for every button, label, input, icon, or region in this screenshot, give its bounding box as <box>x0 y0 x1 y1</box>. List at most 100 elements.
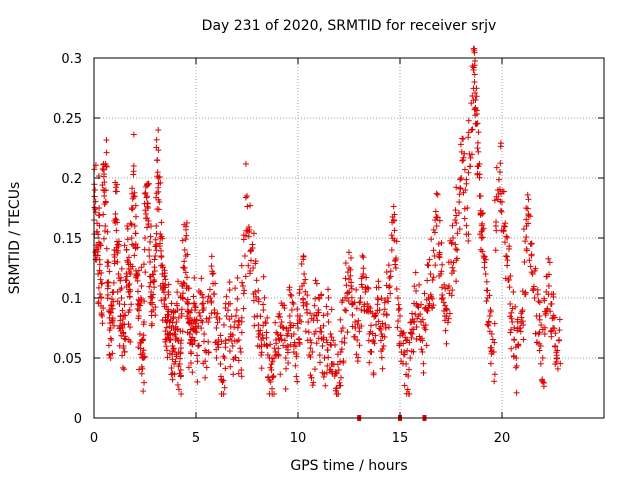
data-point <box>427 291 434 298</box>
data-point <box>105 259 112 266</box>
data-point <box>111 254 118 261</box>
data-point <box>419 349 426 355</box>
data-point <box>95 212 102 219</box>
data-point <box>185 309 192 316</box>
data-point <box>449 264 456 271</box>
data-point <box>518 310 525 317</box>
data-point <box>453 212 460 219</box>
data-point <box>97 242 104 249</box>
data-point <box>453 257 460 264</box>
data-point <box>130 163 137 169</box>
data-point <box>473 110 480 117</box>
data-point <box>194 378 201 385</box>
data-point <box>505 276 512 283</box>
data-point <box>481 264 488 271</box>
data-point <box>181 264 188 271</box>
data-point <box>220 377 227 384</box>
data-point <box>282 355 289 361</box>
data-point <box>523 216 530 223</box>
data-point <box>410 348 417 355</box>
data-point <box>515 341 522 348</box>
grid <box>94 58 604 418</box>
data-point <box>249 245 256 252</box>
data-point <box>501 223 508 230</box>
data-point <box>144 224 151 231</box>
data-point <box>251 313 258 320</box>
data-point <box>491 197 498 204</box>
data-point <box>305 329 312 336</box>
data-point <box>123 246 130 253</box>
data-point <box>337 382 344 389</box>
data-point <box>190 293 197 300</box>
data-point <box>536 299 543 306</box>
data-point <box>194 352 201 359</box>
data-point <box>208 298 215 305</box>
data-point <box>281 337 288 344</box>
data-point <box>381 306 388 313</box>
data-point <box>155 127 162 134</box>
data-point <box>418 301 425 308</box>
data-point <box>333 370 340 377</box>
data-point <box>491 320 498 327</box>
data-point <box>394 324 401 331</box>
data-point <box>513 364 520 371</box>
data-point <box>138 264 145 271</box>
data-point <box>425 295 432 301</box>
data-point <box>323 303 330 310</box>
data-point <box>257 313 264 320</box>
data-point <box>216 315 223 322</box>
data-point <box>526 257 533 264</box>
data-point <box>545 271 552 278</box>
data-point <box>356 342 363 349</box>
data-point <box>163 343 170 350</box>
data-point <box>547 328 554 335</box>
data-point <box>98 269 105 276</box>
data-point <box>240 305 247 312</box>
data-point <box>181 258 188 265</box>
data-point <box>172 358 179 365</box>
data-point <box>342 260 349 267</box>
data-point <box>206 286 213 293</box>
data-point <box>237 349 244 355</box>
data-point <box>177 367 184 373</box>
data-point <box>250 297 257 304</box>
data-point <box>146 253 153 260</box>
data-point <box>385 324 392 331</box>
data-point <box>461 215 468 222</box>
data-point <box>270 374 277 381</box>
data-point <box>185 285 192 292</box>
data-point <box>284 346 291 353</box>
data-point <box>436 217 443 224</box>
data-point <box>461 150 468 157</box>
data-point <box>557 360 564 367</box>
data-point <box>260 301 267 308</box>
data-point <box>175 386 182 393</box>
data-point <box>539 378 546 385</box>
data-point <box>438 239 445 246</box>
data-point <box>185 364 192 371</box>
data-point <box>477 193 484 200</box>
x-tick-labels: 0 5 10 15 20 <box>90 431 510 446</box>
data-point <box>309 349 316 355</box>
data-point <box>218 338 225 345</box>
data-point <box>290 322 297 329</box>
data-point <box>245 262 252 269</box>
data-point <box>407 329 414 336</box>
data-point <box>488 331 495 337</box>
data-point <box>474 120 481 127</box>
data-point <box>442 327 449 334</box>
data-point <box>263 342 270 349</box>
data-point <box>417 311 424 318</box>
data-point <box>439 295 446 301</box>
data-point <box>471 45 478 52</box>
data-point <box>465 134 472 141</box>
data-point <box>287 341 294 348</box>
data-point <box>184 251 191 258</box>
data-point <box>455 209 462 216</box>
data-point <box>402 337 409 344</box>
data-point <box>360 265 367 272</box>
data-point <box>373 321 380 328</box>
data-point <box>514 318 521 325</box>
data-point <box>487 307 494 314</box>
data-point <box>140 347 147 354</box>
